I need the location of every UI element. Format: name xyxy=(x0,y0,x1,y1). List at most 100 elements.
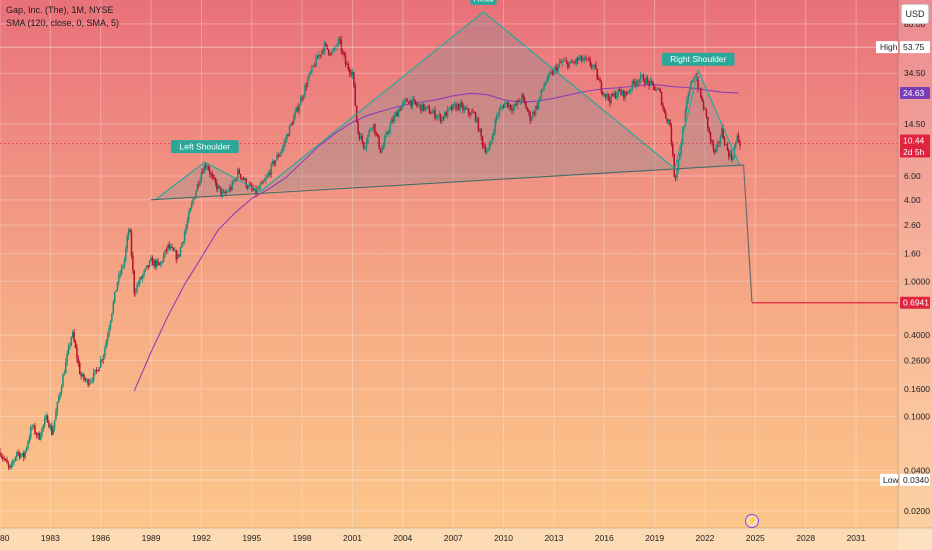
candle-body xyxy=(737,135,740,142)
candle-body xyxy=(118,273,120,282)
candle-body xyxy=(354,85,357,106)
low-tag-box xyxy=(880,473,898,486)
candle-body xyxy=(460,103,463,105)
candle-body xyxy=(472,111,474,113)
y-tick-label: 1.60 xyxy=(904,249,921,259)
candle-body xyxy=(610,93,613,104)
candle-body xyxy=(143,270,145,275)
candle-body xyxy=(125,248,127,260)
candle-body xyxy=(32,425,35,427)
candle-body xyxy=(157,260,159,263)
candle-body xyxy=(245,178,247,187)
candle-body xyxy=(734,141,737,148)
candle-body xyxy=(403,100,405,103)
candle-body xyxy=(722,127,724,139)
candle-body xyxy=(218,185,221,188)
candle-body xyxy=(516,100,519,105)
candle-body xyxy=(637,82,639,84)
candle-body xyxy=(628,90,631,94)
candle-body xyxy=(704,108,706,110)
candle-body xyxy=(262,181,264,183)
candle-body xyxy=(313,65,316,67)
candle-body xyxy=(396,112,398,117)
candle-body xyxy=(688,89,691,95)
candle-body xyxy=(350,73,352,75)
x-tick-label: 2031 xyxy=(847,533,866,543)
candle-body xyxy=(487,150,489,152)
x-tick-label: 2028 xyxy=(796,533,815,543)
candle-body xyxy=(600,82,603,93)
candle-body xyxy=(632,81,635,83)
candle-body xyxy=(358,132,361,140)
candle-body xyxy=(467,108,470,114)
x-tick-label: 1980 xyxy=(0,533,10,543)
y-tick-label: 0.0200 xyxy=(904,506,930,516)
candle-body xyxy=(540,90,543,97)
y-tick-label: 2.60 xyxy=(904,220,921,230)
candle-body xyxy=(449,106,452,109)
candle-body xyxy=(469,113,471,116)
candle-body xyxy=(456,103,459,110)
candle-body xyxy=(448,108,450,109)
candle-body xyxy=(126,236,129,249)
candle-body xyxy=(272,161,274,164)
candle-body xyxy=(630,89,632,91)
candle-body xyxy=(372,123,375,128)
x-tick-label: 1992 xyxy=(192,533,211,543)
grid-lines xyxy=(0,0,898,528)
candle-body xyxy=(204,165,207,168)
candle-body xyxy=(465,107,467,110)
candle-body xyxy=(44,419,46,425)
indicator-label[interactable]: SMA (120, close, 0, SMA, 5) xyxy=(6,18,120,28)
candle-body xyxy=(481,136,484,146)
candle-body xyxy=(381,149,383,153)
candle-body xyxy=(105,340,108,349)
candle-body xyxy=(414,100,417,104)
candle-body xyxy=(431,112,433,114)
candle-body xyxy=(578,57,580,61)
lightning-icon[interactable]: ⚡ xyxy=(745,514,759,528)
candle-body xyxy=(238,169,240,174)
candle-body xyxy=(592,65,594,68)
symbol-title[interactable]: Gap, Inc. (The), 1M, NYSE xyxy=(6,5,114,15)
high-value-text: 53.75 xyxy=(903,42,925,52)
candle-body xyxy=(534,105,537,114)
candle-body xyxy=(388,130,390,134)
candle-body xyxy=(728,149,730,157)
candle-body xyxy=(725,144,727,146)
candle-body xyxy=(196,184,198,192)
candle-body xyxy=(417,105,419,107)
candle-body xyxy=(287,134,289,137)
candle-body xyxy=(656,88,659,91)
candle-body xyxy=(332,50,334,52)
candle-body xyxy=(71,332,74,338)
candle-body xyxy=(483,145,485,148)
candle-body xyxy=(136,284,138,292)
candle-body xyxy=(242,178,245,180)
candle-body xyxy=(87,379,89,386)
candle-body xyxy=(533,112,536,114)
candle-body xyxy=(122,266,124,267)
last-price-badge xyxy=(900,134,930,147)
candle-body xyxy=(425,106,428,108)
candle-body xyxy=(91,380,94,381)
candle-body xyxy=(308,73,310,80)
candle-body xyxy=(39,436,42,440)
candle-body xyxy=(252,188,254,191)
candle-body xyxy=(258,188,260,190)
chart-legend: Gap, Inc. (The), 1M, NYSE SMA (120, clos… xyxy=(6,4,119,30)
candle-body xyxy=(41,428,43,437)
candle-body xyxy=(361,135,364,142)
candle-body xyxy=(179,247,182,256)
currency-button[interactable]: USD xyxy=(901,4,929,24)
candle-body xyxy=(548,73,551,75)
candle-body xyxy=(648,80,650,86)
candle-body xyxy=(736,135,738,142)
x-tick-label: 2016 xyxy=(595,533,614,543)
candle-body xyxy=(716,142,719,148)
right-shoulder-lines xyxy=(674,68,741,169)
candle-body xyxy=(315,56,317,67)
candle-body xyxy=(186,220,189,227)
candle-body xyxy=(424,107,426,111)
